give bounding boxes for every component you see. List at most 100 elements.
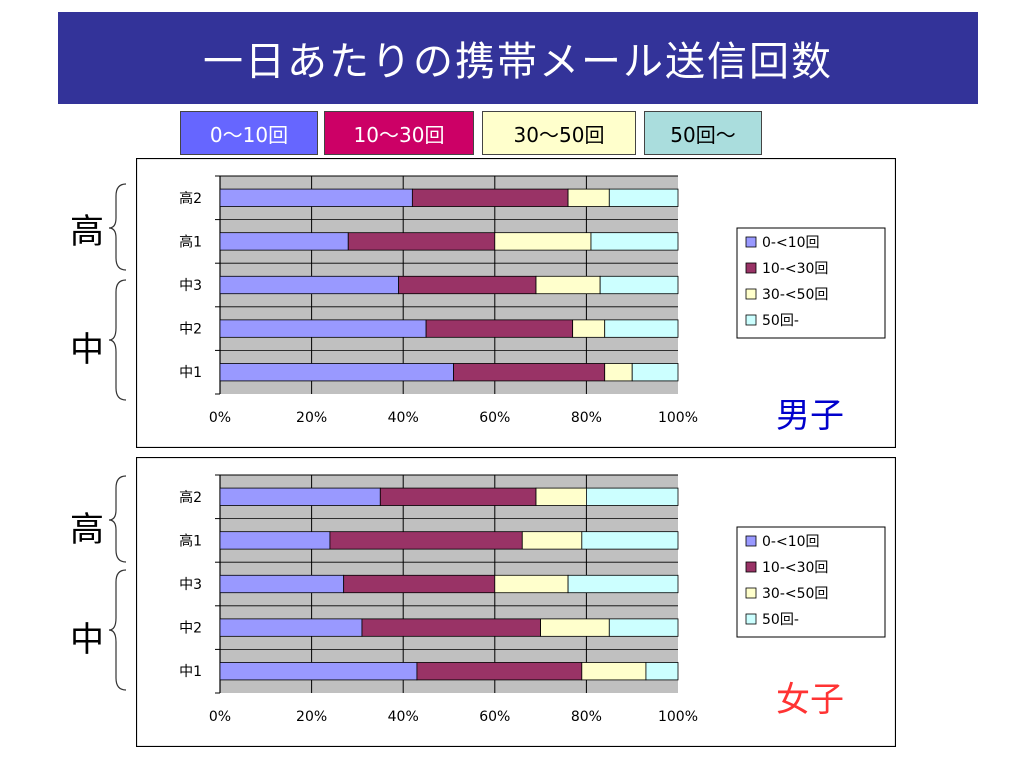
x-tick-label: 100%	[658, 709, 698, 725]
bar-segment	[581, 662, 647, 681]
y-tick-label: 高2	[179, 489, 202, 506]
bar-segment	[521, 531, 583, 550]
legend-label: 50回-	[762, 313, 799, 329]
bar-segment	[219, 574, 345, 594]
legend-box-50-plus: 50回～	[644, 111, 762, 155]
legend-box-label: 0～10回	[209, 122, 289, 147]
bar-segment	[494, 232, 592, 251]
bar-segment	[599, 275, 679, 295]
legend-frame	[736, 227, 886, 339]
gender-label-male: 男子	[776, 396, 844, 436]
bar-segment	[645, 662, 679, 681]
x-tick-label: 60%	[479, 709, 510, 725]
legend-swatch	[745, 587, 757, 599]
bar-segment	[581, 531, 679, 550]
bar-segment	[219, 487, 381, 506]
x-tick-label: 80%	[571, 410, 602, 426]
group-label-middle-male: 中	[70, 330, 104, 370]
x-tick-label: 20%	[296, 410, 327, 426]
legend-label: 50回-	[762, 612, 799, 628]
legend-swatch	[745, 535, 757, 547]
bar-segment	[343, 574, 496, 594]
brace-middle-female	[108, 569, 127, 691]
bar-segment	[604, 363, 633, 382]
legend-label: 10-<30回	[762, 261, 828, 277]
legend-swatch	[745, 561, 757, 573]
bar-segment	[585, 487, 679, 506]
bar-segment	[219, 363, 454, 382]
x-tick-label: 0%	[209, 709, 231, 725]
legend-box-0-10: 0～10回	[180, 111, 318, 155]
gender-label-female: 女子	[776, 680, 844, 720]
legend-label: 0-<10回	[762, 235, 820, 251]
legend-label: 30-<50回	[762, 287, 828, 303]
legend-swatch	[745, 262, 757, 274]
chart-legend: 0-<10回 10-<30回 30-<50回 50回-	[736, 227, 886, 339]
legend-box-label: 10～30回	[353, 122, 445, 147]
bar-segment	[590, 232, 679, 251]
bar-segment	[379, 487, 537, 506]
bar-segment	[567, 574, 679, 594]
x-tick-label: 0%	[209, 410, 231, 426]
x-tick-label: 40%	[388, 709, 419, 725]
x-tick-label: 80%	[571, 709, 602, 725]
bar-segment	[540, 618, 610, 637]
group-label-high-male: 高	[70, 212, 104, 252]
y-tick-label: 高1	[179, 532, 202, 549]
bar-segment	[604, 319, 679, 338]
y-tick-label: 中2	[179, 322, 202, 338]
y-tick-label: 中2	[179, 621, 202, 637]
y-tick-label: 高2	[179, 190, 202, 207]
x-tick-label: 40%	[388, 410, 419, 426]
bar-segment	[425, 319, 574, 338]
bar-segment	[219, 232, 349, 251]
legend-frame	[736, 526, 886, 638]
legend-swatch	[745, 236, 757, 248]
bar-segment	[219, 618, 363, 637]
bar-segment	[347, 232, 496, 251]
bar-segment	[411, 188, 569, 207]
bar-segment	[631, 363, 679, 382]
bar-segment	[219, 531, 331, 550]
y-tick-label: 中3	[179, 577, 202, 593]
brace-high-male	[108, 183, 127, 271]
brace-middle-male	[108, 279, 127, 401]
bar-segment	[219, 319, 427, 338]
legend-label: 30-<50回	[762, 586, 828, 602]
bar-segment	[329, 531, 523, 550]
y-tick-label: 中1	[179, 365, 202, 381]
x-tick-label: 60%	[479, 410, 510, 426]
bar-segment	[567, 188, 610, 207]
chart-female: 高2 高1 中3 中2 中1 0% 20% 40% 60% 80% 100% 0-<10回 10-<30…	[136, 457, 896, 747]
bar-segment	[494, 574, 569, 594]
bar-segment	[453, 363, 606, 382]
bar-segment	[608, 188, 679, 207]
x-tick-label: 100%	[658, 410, 698, 426]
legend-box-label: 30～50回	[513, 122, 605, 147]
y-tick-label: 中1	[179, 664, 202, 680]
legend-swatch	[745, 314, 757, 326]
legend-box-10-30: 10～30回	[324, 111, 474, 155]
bar-segment	[535, 487, 587, 506]
chart-legend: 0-<10回 10-<30回 30-<50回 50回-	[736, 526, 886, 638]
y-tick-label: 高1	[179, 233, 202, 250]
page-title: 一日あたりの携帯メール送信回数	[58, 12, 978, 104]
group-label-high-female: 高	[70, 510, 104, 550]
legend-box-label: 50回～	[670, 122, 736, 147]
legend-swatch	[745, 613, 757, 625]
x-tick-label: 20%	[296, 709, 327, 725]
bar-segment	[608, 618, 679, 637]
bar-segment	[219, 662, 418, 681]
legend-swatch	[745, 288, 757, 300]
group-label-middle-female: 中	[70, 620, 104, 660]
bar-segment	[572, 319, 606, 338]
legend-box-30-50: 30～50回	[482, 111, 636, 155]
bar-segment	[361, 618, 541, 637]
legend-label: 0-<10回	[762, 534, 820, 550]
chart-male: 高2 高1 中3 中2 中1 0% 20% 40% 60% 80% 100% 0-<10回 10-<30…	[136, 158, 896, 448]
bar-segment	[398, 275, 537, 295]
bar-segment	[535, 275, 601, 295]
bar-segment	[219, 275, 400, 295]
legend-label: 10-<30回	[762, 560, 828, 576]
